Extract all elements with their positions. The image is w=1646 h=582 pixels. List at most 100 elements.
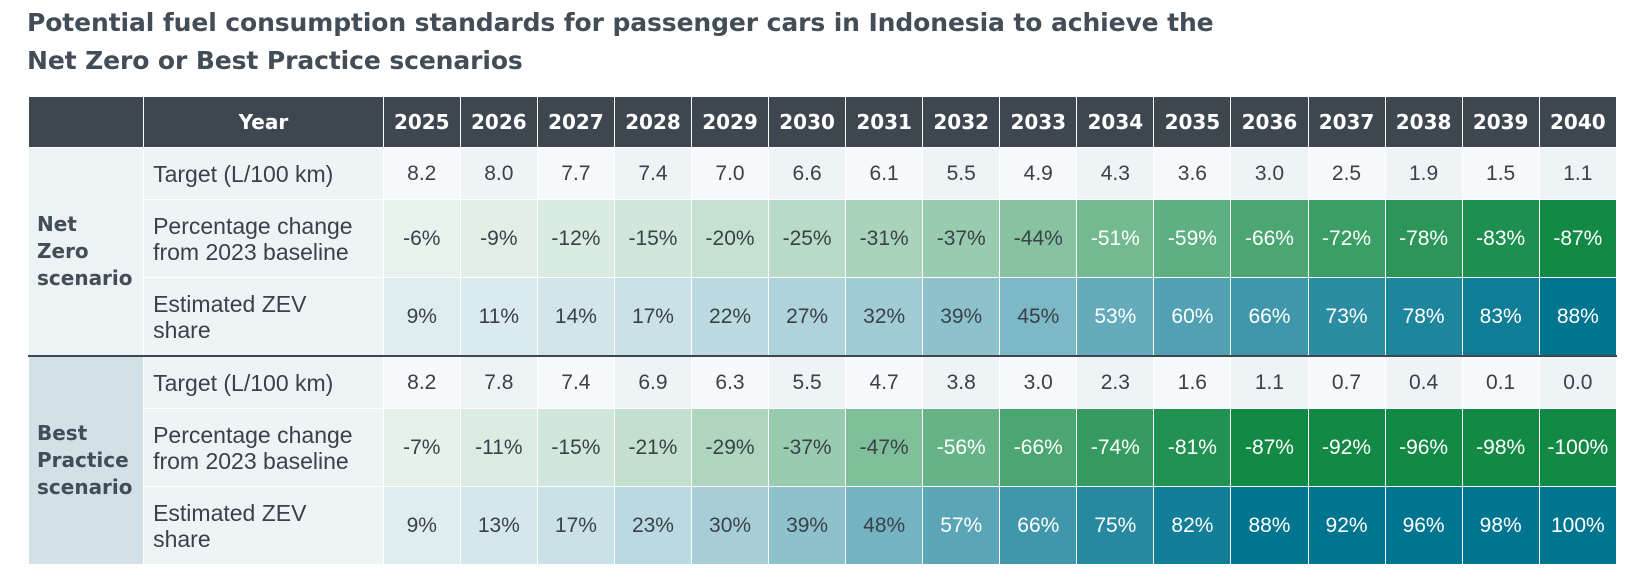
header-year-2040: 2040 (1538, 96, 1618, 148)
net-zero-zev-cell-2028: 17% (613, 277, 693, 357)
header-year-2039: 2039 (1461, 96, 1540, 148)
net-zero-pct-cell-2040: -87% (1538, 199, 1618, 278)
header-year-2028: 2028 (613, 96, 693, 148)
best-practice-zev-cell-2029: 30% (690, 486, 770, 565)
metric-label-line: Percentage change (153, 421, 353, 448)
best-practice-zev-cell-2036: 88% (1230, 486, 1309, 565)
best-practice-target-cell-2033: 3.0 (999, 355, 1078, 409)
header-year-2038: 2038 (1384, 96, 1463, 148)
metric-label-target: Target (L/100 km) (143, 147, 384, 200)
best-practice-target-cell-2039: 0.1 (1461, 355, 1540, 409)
best-practice-zev-cell-2031: 48% (845, 486, 924, 565)
best-practice-target-cell-2034: 2.3 (1076, 355, 1155, 409)
metric-label-line: Estimated ZEV (153, 499, 307, 526)
metric-label-line: Estimated ZEV (153, 290, 307, 317)
net-zero-pct-cell-2037: -72% (1307, 199, 1386, 278)
net-zero-zev-cell-2034: 53% (1076, 277, 1155, 357)
best-practice-pct-cell-2037: -92% (1307, 408, 1386, 487)
net-zero-target-cell-2032: 5.5 (922, 147, 1001, 200)
header-row: Year 2025 2026 2027 2028 2029 2030 2031 2032 203… (27, 96, 1618, 148)
net-zero-target-cell-2025: 8.2 (382, 147, 461, 200)
net-zero-zev-cell-2036: 66% (1230, 277, 1309, 357)
best-practice-pct-cell-2029: -29% (690, 408, 770, 487)
header-year-2026: 2026 (459, 96, 538, 148)
best-practice-pct-cell-2028: -21% (613, 408, 693, 487)
header-year-2033: 2033 (999, 96, 1078, 148)
net-zero-zev-cell-2039: 83% (1461, 277, 1540, 357)
best-practice-pct-cell-2035: -81% (1153, 408, 1232, 487)
best-practice-pct-cell-2040: -100% (1538, 408, 1618, 487)
net-zero-pct-cell-2029: -20% (690, 199, 770, 278)
best-practice-pct-cell-2034: -74% (1076, 408, 1155, 487)
net-zero-target-cell-2027: 7.7 (536, 147, 615, 200)
header-year-2030: 2030 (768, 96, 847, 148)
header-year-2029: 2029 (690, 96, 770, 148)
net-zero-scenario-label: Net Zero scenario (27, 147, 145, 357)
net-zero-target-cell-2028: 7.4 (613, 147, 693, 200)
net-zero-zev-cell-2031: 32% (845, 277, 924, 357)
net-zero-zev-cell-2037: 73% (1307, 277, 1386, 357)
net-zero-zev-cell-2040: 88% (1538, 277, 1618, 357)
net-zero-row-zev: Estimated ZEV share 9% 11% 14% 17% 22% 27% 32% 39… (29, 277, 1618, 357)
best-practice-zev-cell-2037: 92% (1307, 486, 1386, 565)
scenario-label-line: scenario (37, 475, 133, 499)
net-zero-zev-cell-2033: 45% (999, 277, 1078, 357)
scenario-label-line: Net (37, 212, 77, 236)
best-practice-row-zev: Estimated ZEV share 9% 13% 17% 23% 30% 39% 48% 57… (29, 486, 1618, 565)
best-practice-pct-cell-2031: -47% (845, 408, 924, 487)
best-practice-target-cell-2026: 7.8 (459, 355, 538, 409)
metric-label-line: from 2023 baseline (153, 447, 349, 474)
net-zero-zev-cell-2032: 39% (922, 277, 1001, 357)
page-title: Potential fuel consumption standards for… (27, 4, 1327, 80)
metric-label-pct: Percentage change from 2023 baseline (143, 199, 384, 278)
net-zero-target-cell-2033: 4.9 (999, 147, 1078, 200)
best-practice-pct-cell-2032: -56% (922, 408, 1001, 487)
table-header: Year 2025 2026 2027 2028 2029 2030 2031 2032 203… (27, 96, 1618, 148)
best-practice-target-cell-2032: 3.8 (922, 355, 1001, 409)
best-practice-pct-cell-2033: -66% (999, 408, 1078, 487)
standards-table: Year 2025 2026 2027 2028 2029 2030 2031 2032 203… (27, 96, 1618, 565)
net-zero-pct-cell-2031: -31% (845, 199, 924, 278)
best-practice-zev-cell-2027: 17% (536, 486, 615, 565)
net-zero-target-cell-2039: 1.5 (1461, 147, 1540, 200)
net-zero-target-cell-2030: 6.6 (768, 147, 847, 200)
net-zero-pct-cell-2025: -6% (382, 199, 461, 278)
net-zero-zev-cell-2035: 60% (1153, 277, 1232, 357)
metric-label-zev: Estimated ZEV share (143, 486, 384, 565)
metric-label-pct: Percentage change from 2023 baseline (143, 408, 384, 487)
net-zero-target-cell-2034: 4.3 (1076, 147, 1155, 200)
title-line-1: Potential fuel consumption standards for… (27, 8, 1214, 37)
best-practice-pct-cell-2027: -15% (536, 408, 615, 487)
title-line-2: Net Zero or Best Practice scenarios (27, 46, 523, 75)
best-practice-pct-cell-2030: -37% (768, 408, 847, 487)
net-zero-zev-cell-2030: 27% (768, 277, 847, 357)
net-zero-target-cell-2031: 6.1 (845, 147, 924, 200)
net-zero-pct-cell-2039: -83% (1461, 199, 1540, 278)
header-year-2034: 2034 (1076, 96, 1155, 148)
header-year-2025: 2025 (382, 96, 461, 148)
net-zero-zev-cell-2027: 14% (536, 277, 615, 357)
net-zero-pct-cell-2030: -25% (768, 199, 847, 278)
best-practice-target-cell-2036: 1.1 (1230, 355, 1309, 409)
best-practice-pct-cell-2036: -87% (1230, 408, 1309, 487)
net-zero-pct-cell-2027: -12% (536, 199, 615, 278)
table-body: Net Zero scenario Target (L/100 km) 8.2 8.0 7.… (27, 147, 1618, 565)
header-year-2032: 2032 (922, 96, 1001, 148)
net-zero-pct-cell-2033: -44% (999, 199, 1078, 278)
metric-label-line: from 2023 baseline (153, 238, 349, 265)
scenario-label-line: Practice (37, 448, 129, 472)
net-zero-target-cell-2035: 3.6 (1153, 147, 1232, 200)
best-practice-target-cell-2027: 7.4 (536, 355, 615, 409)
metric-label-target: Target (L/100 km) (143, 355, 384, 409)
net-zero-target-cell-2037: 2.5 (1307, 147, 1386, 200)
best-practice-target-cell-2030: 5.5 (768, 355, 847, 409)
metric-label-line: Percentage change (153, 212, 353, 239)
header-year-2027: 2027 (536, 96, 615, 148)
best-practice-pct-cell-2025: -7% (382, 408, 461, 487)
best-practice-zev-cell-2035: 82% (1153, 486, 1232, 565)
metric-label-zev: Estimated ZEV share (143, 277, 384, 357)
best-practice-target-cell-2031: 4.7 (845, 355, 924, 409)
best-practice-zev-cell-2040: 100% (1538, 486, 1618, 565)
net-zero-row-target: Net Zero scenario Target (L/100 km) 8.2 8.0 7.… (27, 147, 1618, 357)
net-zero-target-cell-2026: 8.0 (459, 147, 538, 200)
